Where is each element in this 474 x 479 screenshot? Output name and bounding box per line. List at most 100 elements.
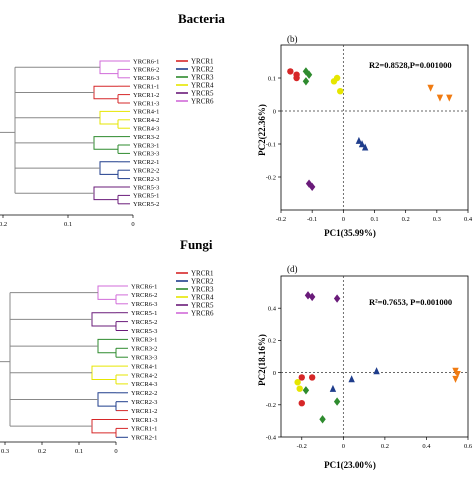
y-tick-label: 0 [273,370,276,377]
scatter-point [293,74,300,82]
tree-leaf-label: YRCR5-1 [131,310,157,317]
legend-label: YRCR1 [191,270,214,278]
tree-leaf-label: YRCR1-2 [133,92,159,99]
tree-leaf-label: YRCR3-1 [133,142,159,149]
tree-leaf-label: YRCR1-3 [133,100,159,107]
scatter-point [361,143,369,151]
legend-label: YRCR6 [191,98,214,106]
scatter-point [446,94,453,102]
tree-leaf-label: YRCR4-2 [133,117,159,124]
tree-leaf-label: YRCR5-1 [133,193,159,200]
scatter-point [452,375,459,383]
scatter-point [304,291,312,300]
x-tick-label: 0.3 [433,216,441,223]
bacteria-x-axis-label: PC1(35.99%) [324,228,376,238]
scatter-point [296,385,303,392]
tree-branch [99,60,118,75]
tree-leaf-label: YRCR6-2 [131,292,157,299]
tree-leaf-label: YRCR2-2 [133,168,159,175]
legend-label: YRCR6 [191,310,214,318]
tree-branch [97,338,116,354]
fungi-y-axis-label: PC2(18.16%) [257,334,267,386]
scatter-point [305,70,313,79]
tree-branch [91,365,116,380]
x-tick-label: 0.1 [370,216,378,223]
y-tick-label: 0.4 [268,306,277,313]
tree-scale-label: 0.3 [1,448,9,455]
y-tick-label: 0.2 [268,338,276,345]
scatter-point [329,384,337,392]
tree-leaf-label: YRCR3-3 [133,151,159,158]
legend-label: YRCR5 [191,90,214,98]
scatter-point [358,140,366,148]
tree-leaf-label: YRCR2-1 [133,159,159,166]
tree-leaf-label: YRCR1-2 [131,408,157,415]
y-tick-label: 0.1 [268,75,276,82]
bacteria-title: Bacteria [178,11,225,26]
tree-leaf-label: YRCR3-2 [133,134,159,141]
x-tick-label: 0.2 [381,443,389,450]
scatter-point [308,292,316,302]
tree-leaf-label: YRCR6-1 [131,283,157,290]
scatter-point [333,74,341,82]
y-tick-label: -0.2 [266,174,276,181]
tree-leaf-label: YRCR4-1 [133,109,159,116]
x-tick-label: -0.1 [307,216,317,223]
y-tick-label: 0 [273,108,276,115]
tree-leaf-label: YRCR5-2 [133,201,159,208]
panel-label-b: (b) [287,34,298,44]
fungi-stat-annotation: R²=0.7653, P=0.001000 [369,297,452,307]
x-tick-label: 0.4 [422,443,431,450]
x-tick-label: 0 [342,216,345,223]
scatter-point [319,415,326,424]
tree-leaf-label: YRCR5-3 [131,328,157,335]
plot-frame [280,275,469,438]
legend-label: YRCR3 [191,286,214,294]
tree-leaf-label: YRCR5-3 [133,184,159,191]
tree-scale-label: 0 [131,221,134,228]
legend-label: YRCR3 [191,74,214,82]
tree-branch [93,85,118,100]
scatter-point [454,371,461,379]
tree-scale-label: 0.1 [64,221,72,228]
tree-branch [97,285,116,300]
scatter-point [287,68,294,75]
legend-label: YRCR4 [191,82,214,90]
tree-leaf-label: YRCR6-1 [133,58,159,65]
tree-branch [91,312,116,327]
scatter-point [302,386,310,395]
bacteria-stat-annotation: R2=0.8528,P=0.001000 [369,60,452,70]
scatter-point [355,136,363,144]
tree-leaf-label: YRCR6-3 [133,75,159,82]
tree-leaf-label: YRCR2-3 [133,176,159,183]
tree-branch [97,392,116,407]
tree-leaf-label: YRCR1-1 [131,426,157,433]
scatter-point [427,84,434,92]
scatter-point [436,94,444,102]
fungi-pcoa-plot: (d) R²=0.7653, P=0.001000 PC1(23.00%) PC… [257,264,473,470]
scatter-point [294,379,301,386]
fungi-dendrogram: YRCR6-1 YRCR6-2 YRCR6-3 YRCR5-1 YRCR5-2 YRCR5… [0,283,157,455]
legend-label: YRCR1 [191,58,214,66]
tree-scale-label: 0.2 [38,448,46,455]
tree-branch [99,161,118,175]
tree-leaf-label: YRCR3-2 [131,346,157,353]
y-tick-label: -0.1 [266,141,276,148]
tree-leaf-label: YRCR2-2 [131,390,157,397]
bacteria-pcoa-plot: (b) R2=0.8528,P=0.001000 PC1(35.99%) PC2… [257,34,473,238]
panel-label-d: (d) [287,264,298,274]
tree-leaf-label: YRCR5-2 [131,319,157,326]
legend-label: YRCR2 [191,66,214,74]
tree-leaf-label: YRCR2-3 [131,399,157,406]
tree-scale-label: 0.2 [0,221,7,228]
x-tick-label: 0.2 [402,216,410,223]
scatter-point [302,77,310,86]
tree-scale-label: 0 [114,448,117,455]
tree-branch [93,136,118,150]
y-tick-label: -0.2 [266,402,276,409]
x-tick-label: 0.4 [464,216,473,223]
